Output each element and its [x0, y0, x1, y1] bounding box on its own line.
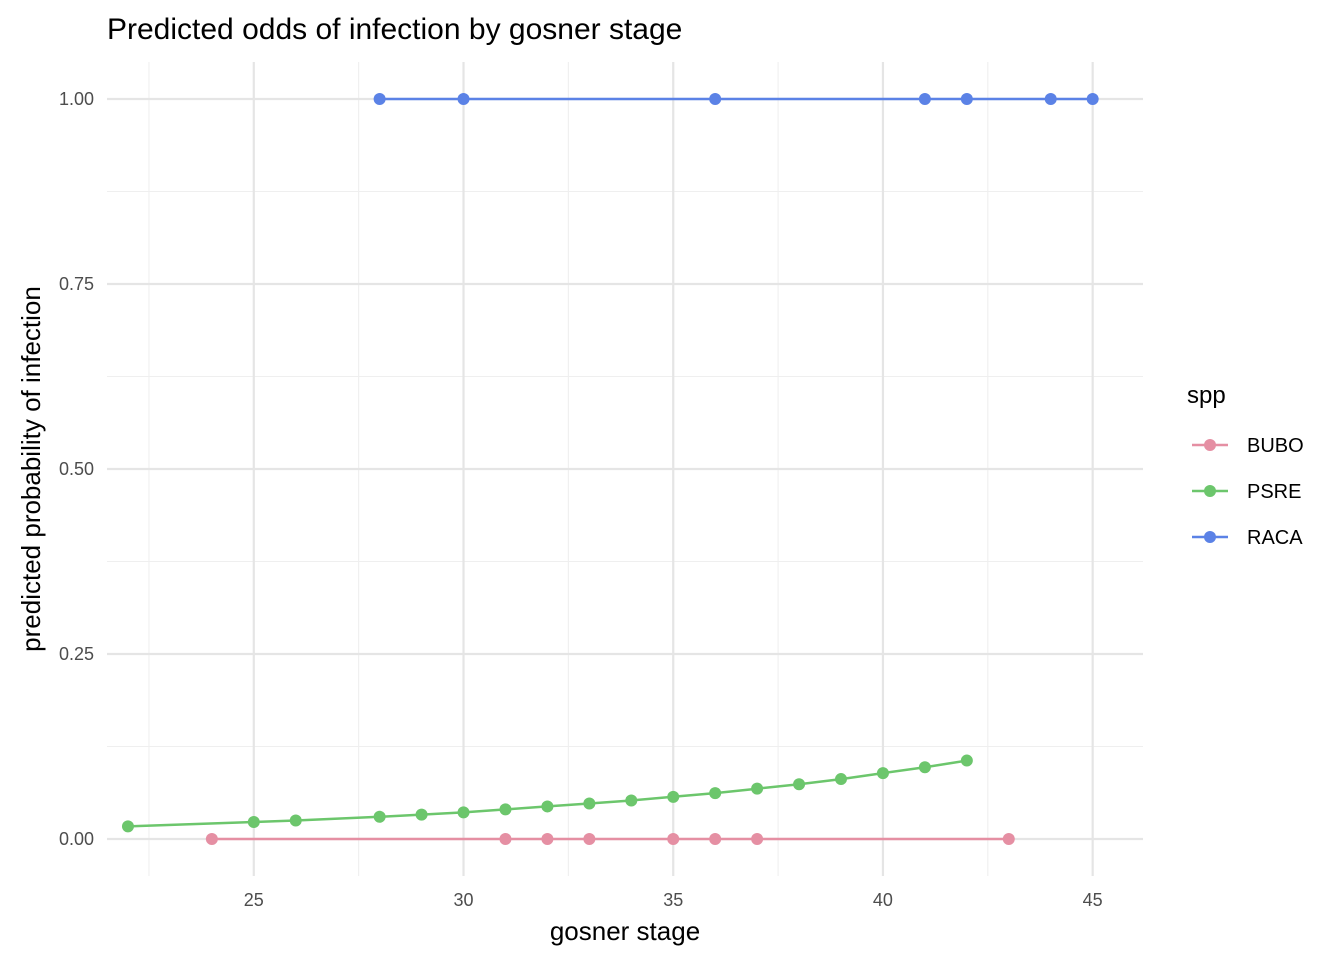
- data-point-psre: [289, 814, 302, 827]
- legend-item-raca: RACA: [1192, 527, 1303, 549]
- series-bubo: [205, 833, 1015, 845]
- data-point-psre: [793, 778, 806, 791]
- data-point-psre: [876, 767, 889, 780]
- legend-item-psre: PSRE: [1192, 481, 1301, 503]
- data-point-psre: [247, 815, 260, 828]
- data-point-raca: [918, 93, 931, 105]
- data-point-bubo: [1002, 833, 1015, 845]
- data-point-psre: [373, 810, 386, 823]
- x-axis-title: gosner stage: [550, 916, 700, 946]
- x-tick-label: 25: [244, 890, 264, 910]
- data-point-psre: [415, 808, 428, 821]
- data-point-raca: [1086, 93, 1099, 105]
- x-tick-label: 35: [663, 890, 683, 910]
- legend-key-point: [1204, 485, 1216, 497]
- legend-label: RACA: [1247, 527, 1303, 549]
- data-point-raca: [960, 93, 973, 105]
- legend: spp BUBO PSRE RACA: [1187, 382, 1304, 549]
- series-psre: [121, 754, 973, 833]
- data-point-bubo: [583, 833, 596, 845]
- legend-item-bubo: BUBO: [1192, 435, 1304, 457]
- series-line-psre: [127, 759, 967, 828]
- legend-label: PSRE: [1247, 481, 1301, 503]
- data-point-raca: [373, 93, 386, 105]
- y-tick-label: 1.00: [59, 89, 94, 109]
- series-raca: [373, 93, 1099, 105]
- grid: [107, 62, 1143, 876]
- data-point-psre: [121, 820, 134, 833]
- legend-label: BUBO: [1247, 435, 1304, 457]
- data-point-psre: [499, 803, 512, 816]
- chart-title: Predicted odds of infection by gosner st…: [107, 13, 682, 46]
- legend-key-point: [1204, 531, 1216, 543]
- data-point-bubo: [205, 833, 218, 845]
- x-axis-ticks: 25 30 35 40 45: [244, 890, 1103, 910]
- legend-key-point: [1204, 439, 1216, 451]
- y-axis-title: predicted probability of infection: [16, 286, 46, 652]
- data-point-psre: [541, 800, 554, 813]
- y-tick-label: 0.50: [59, 459, 94, 479]
- y-axis-ticks: 0.00 0.25 0.50 0.75 1.00: [59, 89, 94, 849]
- x-tick-label: 40: [873, 890, 893, 910]
- data-point-psre: [583, 797, 596, 810]
- data-point-bubo: [709, 833, 722, 845]
- data-point-psre: [625, 794, 638, 807]
- data-point-raca: [709, 93, 722, 105]
- data-point-raca: [1044, 93, 1057, 105]
- legend-title: spp: [1187, 382, 1226, 409]
- series-layer: [121, 93, 1099, 845]
- data-point-psre: [835, 773, 848, 786]
- x-tick-label: 30: [454, 890, 474, 910]
- y-tick-label: 0.00: [59, 829, 94, 849]
- data-point-psre: [709, 787, 722, 800]
- data-point-psre: [918, 761, 931, 774]
- x-tick-label: 45: [1083, 890, 1103, 910]
- data-point-raca: [457, 93, 470, 105]
- data-point-psre: [960, 754, 973, 767]
- data-point-psre: [751, 782, 764, 795]
- data-point-bubo: [541, 833, 554, 845]
- data-point-bubo: [499, 833, 512, 845]
- data-point-psre: [667, 790, 680, 803]
- y-tick-label: 0.25: [59, 644, 94, 664]
- data-point-psre: [457, 806, 470, 819]
- data-point-bubo: [667, 833, 680, 845]
- data-point-bubo: [751, 833, 764, 845]
- y-tick-label: 0.75: [59, 274, 94, 294]
